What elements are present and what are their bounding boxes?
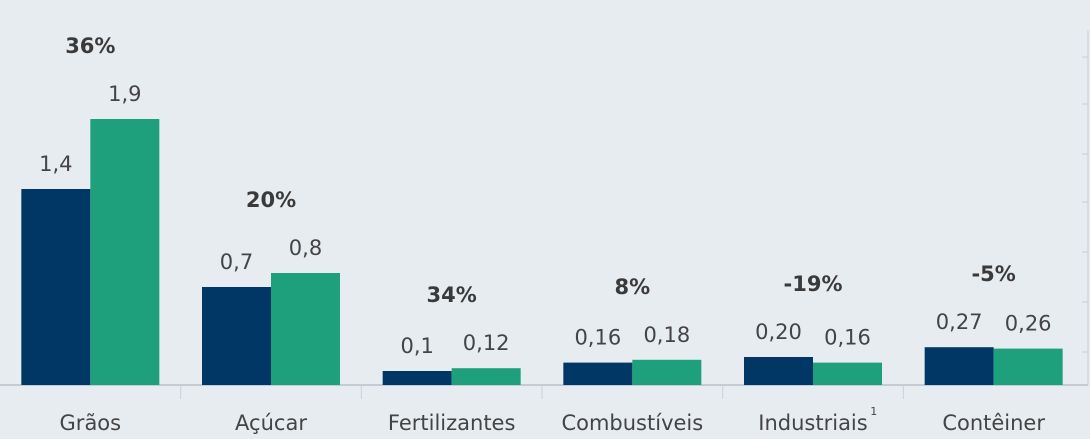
bar — [563, 362, 633, 385]
value-label: 0,18 — [643, 323, 690, 347]
bar — [993, 348, 1063, 385]
bar — [632, 359, 702, 385]
value-label: 1,9 — [108, 82, 141, 106]
bar — [813, 362, 882, 385]
bar — [271, 273, 340, 385]
value-label: 0,16 — [574, 326, 621, 350]
x-tick-label: Grãos — [60, 411, 122, 435]
bar — [744, 357, 813, 385]
x-tick-superscript: 1 — [870, 405, 877, 418]
x-tick-label: Fertilizantes — [388, 411, 516, 435]
annotation: 34% — [427, 283, 477, 307]
annotation: 8% — [615, 275, 651, 299]
value-label: 1,4 — [39, 152, 72, 176]
annotation: 36% — [65, 34, 115, 58]
x-tick-label: Contêiner — [942, 411, 1045, 435]
value-label: 0,1 — [400, 334, 433, 358]
annotation: -5% — [971, 262, 1015, 286]
value-label: 0,12 — [463, 331, 510, 355]
value-label: 0,27 — [936, 310, 983, 334]
x-tick-label: Combustíveis — [561, 411, 703, 435]
annotation: -19% — [784, 272, 843, 296]
value-label: 0,16 — [824, 326, 871, 350]
x-tick-label: Açúcar — [235, 411, 307, 435]
value-label: 0,8 — [289, 236, 322, 260]
bar — [90, 119, 160, 385]
bar — [924, 347, 994, 385]
value-label: 0,7 — [220, 250, 253, 274]
bar — [382, 371, 452, 385]
value-label: 0,26 — [1005, 312, 1052, 336]
value-label: 0,20 — [755, 320, 802, 344]
bar — [21, 189, 91, 385]
bar — [451, 368, 521, 385]
annotation: 20% — [246, 188, 296, 212]
bar — [202, 287, 271, 385]
x-tick-label: Industriais — [758, 411, 867, 435]
